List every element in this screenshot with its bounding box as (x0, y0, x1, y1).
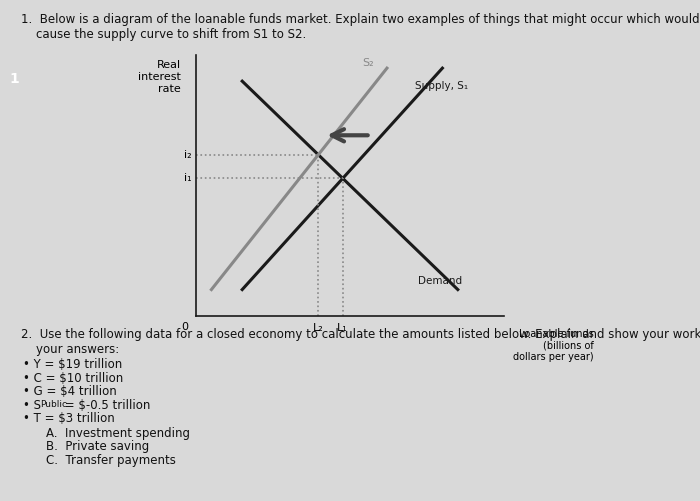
Text: A.  Investment spending: A. Investment spending (46, 427, 190, 440)
Text: Loanable funds
(billions of
dollars per year): Loanable funds (billions of dollars per … (513, 329, 594, 362)
Text: • S: • S (23, 399, 41, 412)
Text: L₁: L₁ (337, 324, 348, 334)
Text: cause the supply curve to shift from S1 to S2.: cause the supply curve to shift from S1 … (21, 28, 307, 41)
Text: C.  Transfer payments: C. Transfer payments (46, 454, 176, 467)
Text: • T = $3 trillion: • T = $3 trillion (23, 412, 115, 425)
Text: Public: Public (41, 400, 68, 409)
Text: • Y = $19 trillion: • Y = $19 trillion (23, 358, 122, 371)
Text: = $-0.5 trillion: = $-0.5 trillion (61, 399, 150, 412)
Text: L₂: L₂ (313, 324, 323, 334)
Text: 0: 0 (181, 322, 188, 332)
Text: 2.  Use the following data for a closed economy to calculate the amounts listed : 2. Use the following data for a closed e… (21, 328, 700, 341)
Text: 1.  Below is a diagram of the loanable funds market. Explain two examples of thi: 1. Below is a diagram of the loanable fu… (21, 13, 699, 26)
Text: B.  Private saving: B. Private saving (46, 440, 148, 453)
Text: 1: 1 (10, 72, 20, 86)
Text: i₂: i₂ (184, 150, 191, 160)
Text: Demand: Demand (418, 277, 462, 287)
Text: your answers:: your answers: (21, 343, 119, 356)
Y-axis label: Real
interest
rate: Real interest rate (138, 60, 181, 94)
Text: Supply, S₁: Supply, S₁ (414, 81, 468, 91)
Text: • C = $10 trillion: • C = $10 trillion (23, 372, 123, 385)
Text: • G = $4 trillion: • G = $4 trillion (23, 385, 117, 398)
Text: S₂: S₂ (363, 58, 374, 68)
Text: i₁: i₁ (184, 173, 191, 183)
